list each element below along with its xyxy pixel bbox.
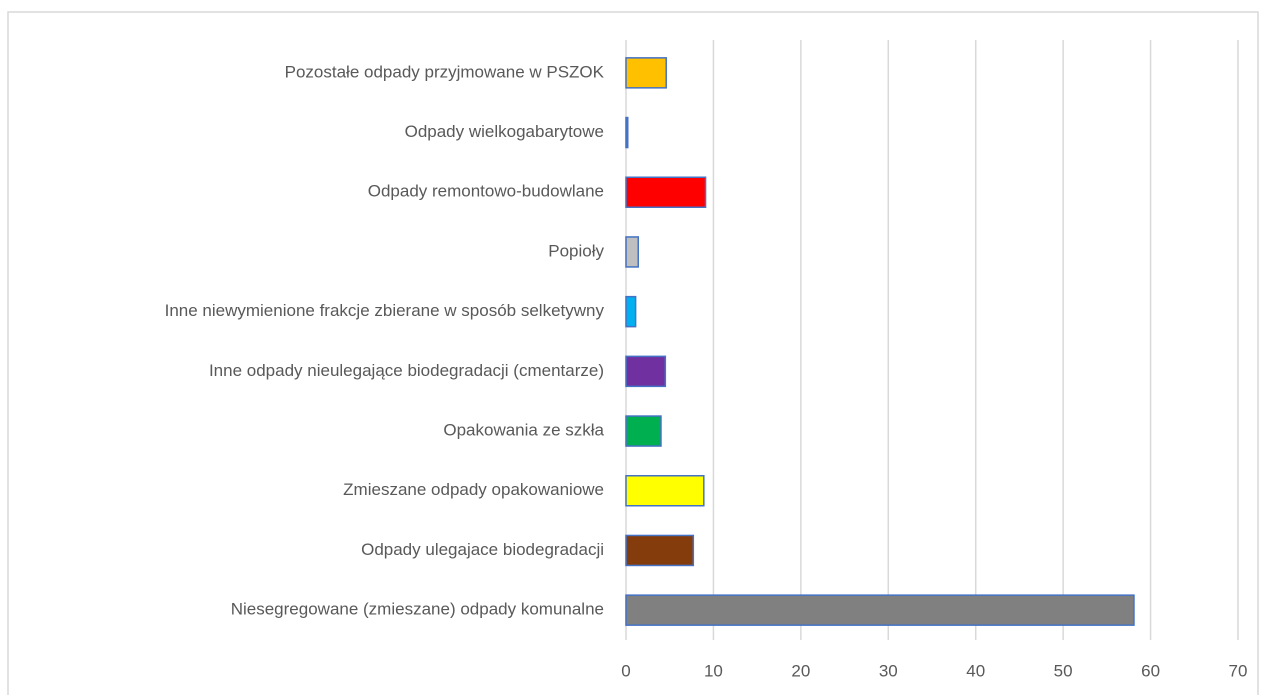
y-tick-label: Inne odpady nieulegające biodegradacji (…	[209, 361, 604, 380]
y-tick-label: Odpady ulegajace biodegradacji	[361, 540, 604, 559]
bar	[625, 594, 1135, 626]
y-tick-label: Niesegregowane (zmieszane) odpady komuna…	[231, 600, 604, 619]
y-tick-label: Odpady remontowo-budowlane	[368, 182, 604, 201]
bar	[625, 534, 695, 567]
bar	[625, 295, 637, 328]
y-tick-label: Opakowania ze szkła	[443, 421, 604, 440]
bar	[625, 57, 667, 89]
bar	[625, 415, 662, 447]
x-tick-label: 40	[966, 661, 985, 680]
y-tick-label: Inne niewymienione frakcje zbierane w sp…	[165, 301, 605, 320]
x-tick-label: 50	[1054, 661, 1073, 680]
x-tick-label: 10	[704, 661, 723, 680]
y-tick-label: Zmieszane odpady opakowaniowe	[343, 480, 604, 499]
x-tick-label: 30	[879, 661, 898, 680]
bar	[625, 176, 707, 208]
x-tick-label: 60	[1141, 661, 1160, 680]
x-tick-label: 20	[791, 661, 810, 680]
x-tick-label: 70	[1229, 661, 1248, 680]
bar	[625, 475, 705, 507]
x-tick-label: 0	[621, 661, 630, 680]
y-tick-label: Odpady wielkogabarytowe	[405, 122, 604, 141]
bar	[625, 355, 667, 388]
y-tick-label: Popioły	[548, 241, 604, 260]
bar	[625, 116, 629, 149]
bar	[625, 236, 639, 268]
chart-border	[7, 11, 1259, 700]
y-tick-label: Pozostałe odpady przyjmowane w PSZOK	[285, 62, 605, 81]
